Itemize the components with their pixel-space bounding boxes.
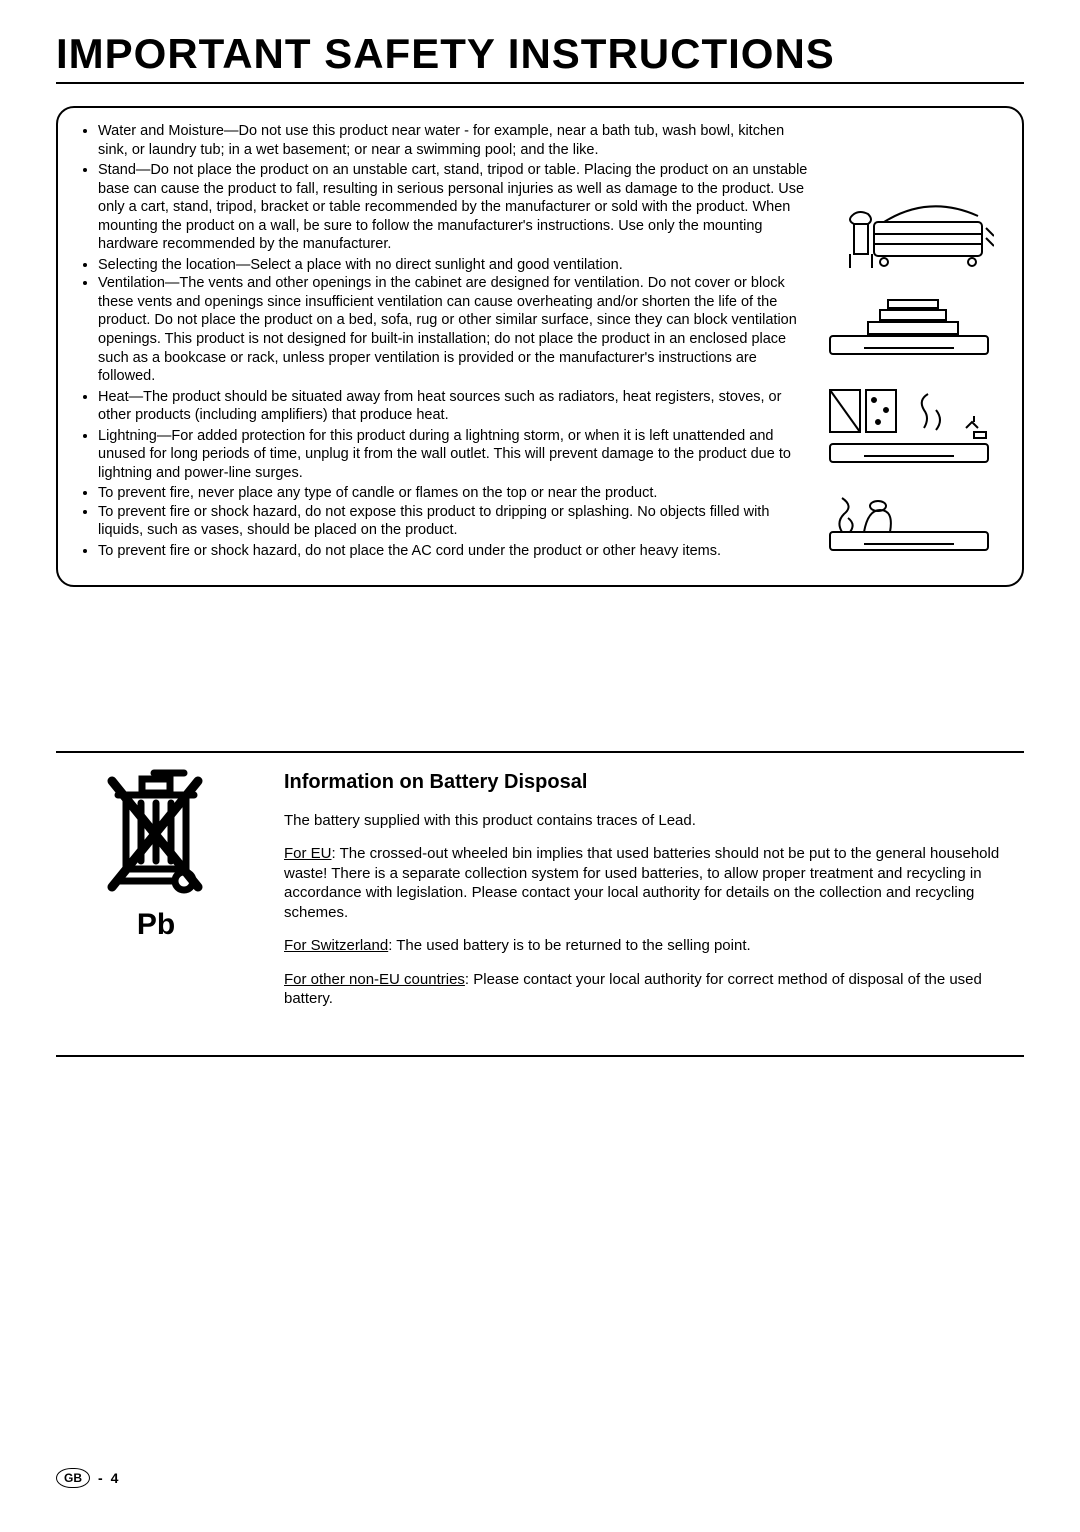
eu-text: : The crossed-out wheeled bin implies th… bbox=[284, 845, 999, 921]
battery-eu: For EU: The crossed-out wheeled bin impl… bbox=[284, 844, 1024, 922]
battery-icon-block: Pb bbox=[56, 769, 256, 1023]
eu-label: For EU bbox=[284, 845, 332, 862]
bullet-item: Selecting the location—Select a place wi… bbox=[98, 256, 810, 275]
bullet-item: Ventilation—The vents and other openings… bbox=[98, 274, 810, 385]
bullet-item: Stand—Do not place the product on an uns… bbox=[98, 161, 810, 254]
page-number: 4 bbox=[111, 1470, 119, 1486]
wheeled-bin-icon bbox=[96, 769, 216, 899]
battery-heading: Information on Battery Disposal bbox=[284, 769, 1024, 795]
battery-text: Information on Battery Disposal The batt… bbox=[284, 769, 1024, 1023]
figure-stand-icon bbox=[824, 194, 1004, 274]
bullet-item: To prevent fire or shock hazard, do not … bbox=[98, 542, 810, 561]
battery-section: Pb Information on Battery Disposal The b… bbox=[56, 751, 1024, 1057]
pb-label: Pb bbox=[56, 908, 256, 942]
figure-ventilation-icon bbox=[824, 292, 1004, 362]
page-footer: GB - 4 bbox=[56, 1468, 118, 1488]
battery-intro: The battery supplied with this product c… bbox=[284, 811, 1024, 831]
footer-sep: - bbox=[98, 1470, 103, 1486]
safety-box: Water and Moisture—Do not use this produ… bbox=[56, 106, 1024, 587]
other-label: For other non-EU countries bbox=[284, 971, 465, 988]
battery-ch: For Switzerland: The used battery is to … bbox=[284, 936, 1024, 956]
figure-heat-icon bbox=[824, 380, 1004, 470]
ch-text: : The used battery is to be returned to … bbox=[388, 937, 750, 954]
ch-label: For Switzerland bbox=[284, 937, 388, 954]
bullet-item: To prevent fire or shock hazard, do not … bbox=[98, 503, 810, 540]
region-badge: GB bbox=[56, 1468, 90, 1488]
bullet-item: Lightning—For added protection for this … bbox=[98, 427, 810, 483]
safety-bullets: Water and Moisture—Do not use this produ… bbox=[76, 122, 810, 563]
bullet-item: Water and Moisture—Do not use this produ… bbox=[98, 122, 810, 159]
figure-cord-icon bbox=[824, 488, 1004, 558]
safety-figures bbox=[824, 122, 1004, 558]
bullet-item: To prevent fire, never place any type of… bbox=[98, 484, 810, 503]
page-title: IMPORTANT SAFETY INSTRUCTIONS bbox=[56, 30, 1024, 84]
bullet-item: Heat—The product should be situated away… bbox=[98, 388, 810, 425]
battery-other: For other non-EU countries: Please conta… bbox=[284, 970, 1024, 1009]
